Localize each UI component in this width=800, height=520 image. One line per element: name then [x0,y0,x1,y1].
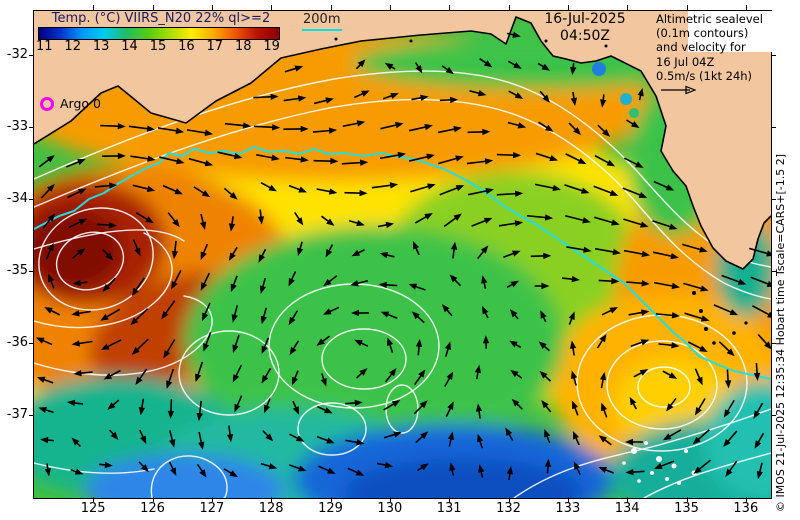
axis-tick [567,497,569,502]
x-axis-label: 130 [377,501,403,516]
axis-tick [211,497,213,502]
axis-tick [508,497,510,502]
altimetry-info-text: Altimetric sealevel (0.1m contours) and ve… [656,12,780,83]
axis-tick [771,415,776,416]
coastline [34,16,771,270]
axis-tick [627,497,629,502]
axis-tick [449,5,451,10]
isobath-legend-label: 200m [303,12,341,27]
axis-tick [686,5,688,10]
y-axis-label: -37 [6,407,28,422]
map-graphics [34,16,771,498]
y-axis-label: -33 [6,119,28,134]
axis-tick [29,199,34,200]
colorbar-tick: 13 [92,39,110,54]
y-axis-label: -35 [6,263,28,278]
axis-tick [771,199,776,200]
info-line: (0.1m contours) [656,26,749,41]
axis-tick [771,271,776,272]
timestamp-time: 04:50Z [560,28,610,44]
axis-tick [449,497,451,502]
axis-tick [771,343,776,344]
argo-float-marker [40,97,54,111]
islands [334,37,748,345]
axis-tick [745,497,747,502]
y-axis-label: -34 [6,191,28,206]
colorbar-tick: 12 [64,39,81,54]
axis-tick [152,497,154,502]
x-axis-label: 127 [199,501,225,516]
axis-tick [771,55,776,56]
x-axis-label: 135 [674,501,699,516]
colorbar-tick: 19 [263,39,280,54]
info-line: Altimetric sealevel [656,12,763,26]
axis-tick [29,271,34,272]
axis-tick [686,497,688,502]
annotation-background-box [688,11,778,52]
x-axis-label: 125 [80,501,106,516]
colorbar-tick: 11 [36,39,53,54]
axis-tick [93,5,95,10]
x-axis-label: 126 [140,501,165,516]
timestamp: 16-Jul-2025 04:50Z [528,11,642,45]
colorbar-tick: 14 [121,39,138,54]
map-canvas [33,10,772,499]
axis-tick [508,5,510,10]
coastal-bay-patch [592,62,606,76]
velocity-scale-arrow [661,85,696,95]
colorbar-tick: 15 [149,39,167,54]
colorbar-tick: 18 [234,39,252,54]
colorbar-title: Temp. (°C) VIIRS_N20 22% ql>=2 [51,11,271,26]
axis-tick [745,5,747,10]
axis-tick [389,497,391,502]
isobath-legend-line [302,29,342,31]
info-line: 0.5m/s (1kt 24h) [656,68,753,83]
copyright-text: © IMOS 21-Jul-2025 12:35:34 Hobart time … [774,153,787,512]
velocity-arrows [35,31,771,481]
axis-tick [152,5,154,10]
x-axis-label: 128 [258,501,284,516]
colorbar-tick-labels: 11 12 13 14 15 16 17 18 19 [36,39,280,54]
axis-tick [29,415,34,416]
x-axis-label: 131 [436,501,462,516]
axis-tick [93,497,95,502]
axis-tick [330,5,332,10]
axis-tick [389,5,391,10]
info-line: 16 Jul 04Z [656,54,715,69]
axis-tick [271,5,273,10]
axis-tick [567,5,569,10]
x-axis-label: 129 [318,501,343,516]
argo-float-label: Argo 0 [60,96,101,111]
x-axis-label: 134 [614,501,640,516]
axis-tick [29,127,34,128]
axis-tick [211,5,213,10]
timestamp-date: 16-Jul-2025 [544,11,626,27]
axis-tick [771,127,776,128]
axis-tick [271,497,273,502]
isobath-200m [34,145,771,380]
colorbar-tick: 16 [178,39,195,54]
axis-tick [29,55,34,56]
axis-tick [29,343,34,344]
x-axis-label: 133 [555,501,581,516]
axis-tick [330,497,332,502]
y-axis-label: -32 [6,47,28,62]
x-axis-label: 132 [496,501,521,516]
info-line: and velocity for [656,40,746,55]
colorbar-tick: 17 [206,39,224,54]
y-axis-label: -36 [6,335,28,350]
x-axis-label: 136 [733,501,759,516]
colorbar-gradient [38,27,280,40]
axis-tick [627,5,629,10]
